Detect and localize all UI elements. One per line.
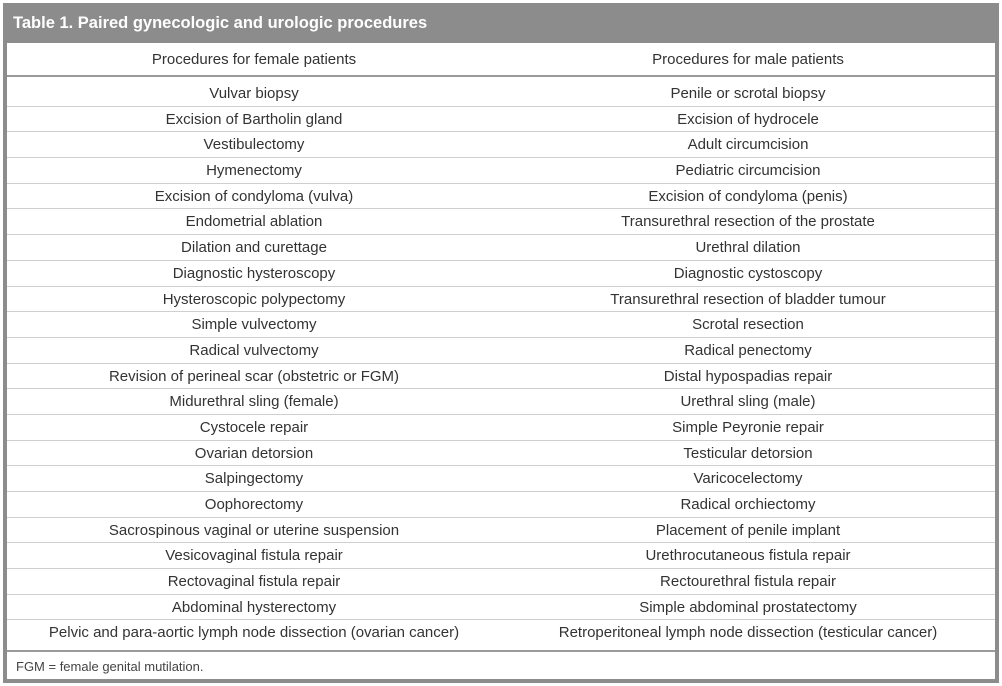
table-row: Midurethral sling (female) Urethral sling… (7, 389, 995, 415)
cell-male-procedure: Placement of penile implant (655, 521, 841, 539)
cell-female-procedure: Radical vulvectomy (189, 341, 319, 359)
table-row: Abdominal hysterectomy Simple abdominal p… (7, 595, 995, 621)
cell-female-procedure: Vulvar biopsy (209, 85, 299, 102)
cell-male-procedure: Retroperitoneal lymph node dissection (t… (558, 624, 938, 642)
cell-female-procedure: Simple vulvectomy (191, 316, 317, 334)
cell-female-procedure: Pelvic and para-aortic lymph node dissec… (48, 624, 460, 642)
cell-male-procedure: Urethral dilation (695, 239, 801, 257)
cell-female-procedure: Midurethral sling (female) (169, 393, 339, 411)
table-row: Hysteroscopic polypectomy Transurethral r… (7, 287, 995, 313)
table-panel: Procedures for female patients Procedure… (7, 43, 995, 679)
cell-male-procedure: Urethrocutaneous fistula repair (645, 547, 851, 565)
table-row: Radical vulvectomy Radical penectomy (7, 338, 995, 364)
cell-female-procedure: Hysteroscopic polypectomy (162, 290, 346, 308)
cell-female-procedure: Revision of perineal scar (obstetric or … (108, 367, 400, 385)
table-row: Salpingectomy Varicocelectomy (7, 466, 995, 492)
cell-male-procedure: Radical orchiectomy (680, 496, 816, 513)
cell-female-procedure: Abdominal hysterectomy (171, 598, 337, 616)
table-row: Simple vulvectomy Scrotal resection (7, 312, 995, 338)
table-row: Pelvic and para-aortic lymph node dissec… (7, 620, 995, 646)
cell-female-procedure: Dilation and curettage (181, 239, 327, 257)
table-row: Ovarian detorsion Testicular detorsion (7, 441, 995, 467)
table-row: Dilation and curettage Urethral dilation (7, 235, 995, 261)
cell-male-procedure: Diagnostic cystoscopy (673, 264, 823, 282)
header-male: Procedures for male patients (652, 51, 844, 68)
table-row: Rectovaginal fistula repair Rectourethral… (7, 569, 995, 595)
table-body: Vulvar biopsy Penile or scrotal biopsy Exc… (7, 81, 995, 646)
footnote-divider (7, 650, 995, 652)
cell-male-procedure: Transurethral resection of bladder tumou… (610, 290, 886, 308)
table-row: Hymenectomy Pediatric circumcision (7, 158, 995, 184)
cell-male-procedure: Scrotal resection (692, 316, 804, 334)
cell-female-procedure: Diagnostic hysteroscopy (172, 264, 336, 282)
table-title: Table 1. Paired gynecologic and urologic… (13, 14, 428, 32)
table-frame: Table 1. Paired gynecologic and urologic… (3, 3, 999, 683)
cell-male-procedure: Distal hypospadias repair (663, 367, 833, 385)
table-row: Oophorectomy Radical orchiectomy (7, 492, 995, 518)
cell-male-procedure: Excision of condyloma (penis) (648, 187, 848, 205)
table-row: Vesicovaginal fistula repair Urethrocutan… (7, 543, 995, 570)
header-female: Procedures for female patients (151, 51, 357, 68)
cell-female-procedure: Rectovaginal fistula repair (167, 573, 341, 591)
cell-male-procedure: Testicular detorsion (683, 444, 813, 462)
cell-male-procedure: Radical penectomy (684, 341, 812, 359)
table-row: Excision of condyloma (vulva) Excision of… (7, 184, 995, 210)
cell-female-procedure: Hymenectomy (206, 162, 302, 180)
table-row: Vulvar biopsy Penile or scrotal biopsy (7, 81, 995, 107)
cell-male-procedure: Adult circumcision (687, 136, 809, 154)
table-row: Revision of perineal scar (obstetric or … (7, 364, 995, 390)
cell-male-procedure: Simple abdominal prostatectomy (639, 598, 857, 616)
cell-female-procedure: Vestibulectomy (203, 136, 305, 154)
table-row: Diagnostic hysteroscopy Diagnostic cystos… (7, 261, 995, 287)
table-header: Procedures for female patients Procedure… (7, 43, 995, 77)
cell-female-procedure: Excision of condyloma (vulva) (154, 187, 354, 205)
cell-female-procedure: Sacrospinous vaginal or uterine suspensi… (108, 521, 400, 539)
table-row: Excision of Bartholin gland Excision of h… (7, 107, 995, 133)
cell-female-procedure: Salpingectomy (204, 470, 304, 488)
cell-male-procedure: Urethral sling (male) (680, 393, 816, 411)
cell-male-procedure: Simple Peyronie repair (672, 418, 824, 436)
cell-female-procedure: Ovarian detorsion (194, 444, 314, 462)
table-footnote: FGM = female genital mutilation. (16, 659, 204, 674)
cell-male-procedure: Transurethral resection of the prostate (621, 213, 875, 231)
cell-female-procedure: Endometrial ablation (185, 213, 323, 231)
cell-female-procedure: Excision of Bartholin gland (165, 110, 343, 128)
table-row: Cystocele repair Simple Peyronie repair (7, 415, 995, 441)
cell-male-procedure: Rectourethral fistula repair (660, 573, 836, 591)
table-row: Vestibulectomy Adult circumcision (7, 132, 995, 159)
cell-male-procedure: Varicocelectomy (693, 470, 803, 488)
cell-female-procedure: Vesicovaginal fistula repair (165, 547, 343, 565)
table-row: Sacrospinous vaginal or uterine suspensi… (7, 518, 995, 544)
cell-male-procedure: Pediatric circumcision (675, 162, 821, 180)
cell-female-procedure: Cystocele repair (199, 418, 309, 436)
cell-female-procedure: Oophorectomy (204, 496, 304, 513)
table-row: Endometrial ablation Transurethral resect… (7, 209, 995, 236)
cell-male-procedure: Penile or scrotal biopsy (670, 85, 826, 102)
cell-male-procedure: Excision of hydrocele (677, 110, 819, 128)
